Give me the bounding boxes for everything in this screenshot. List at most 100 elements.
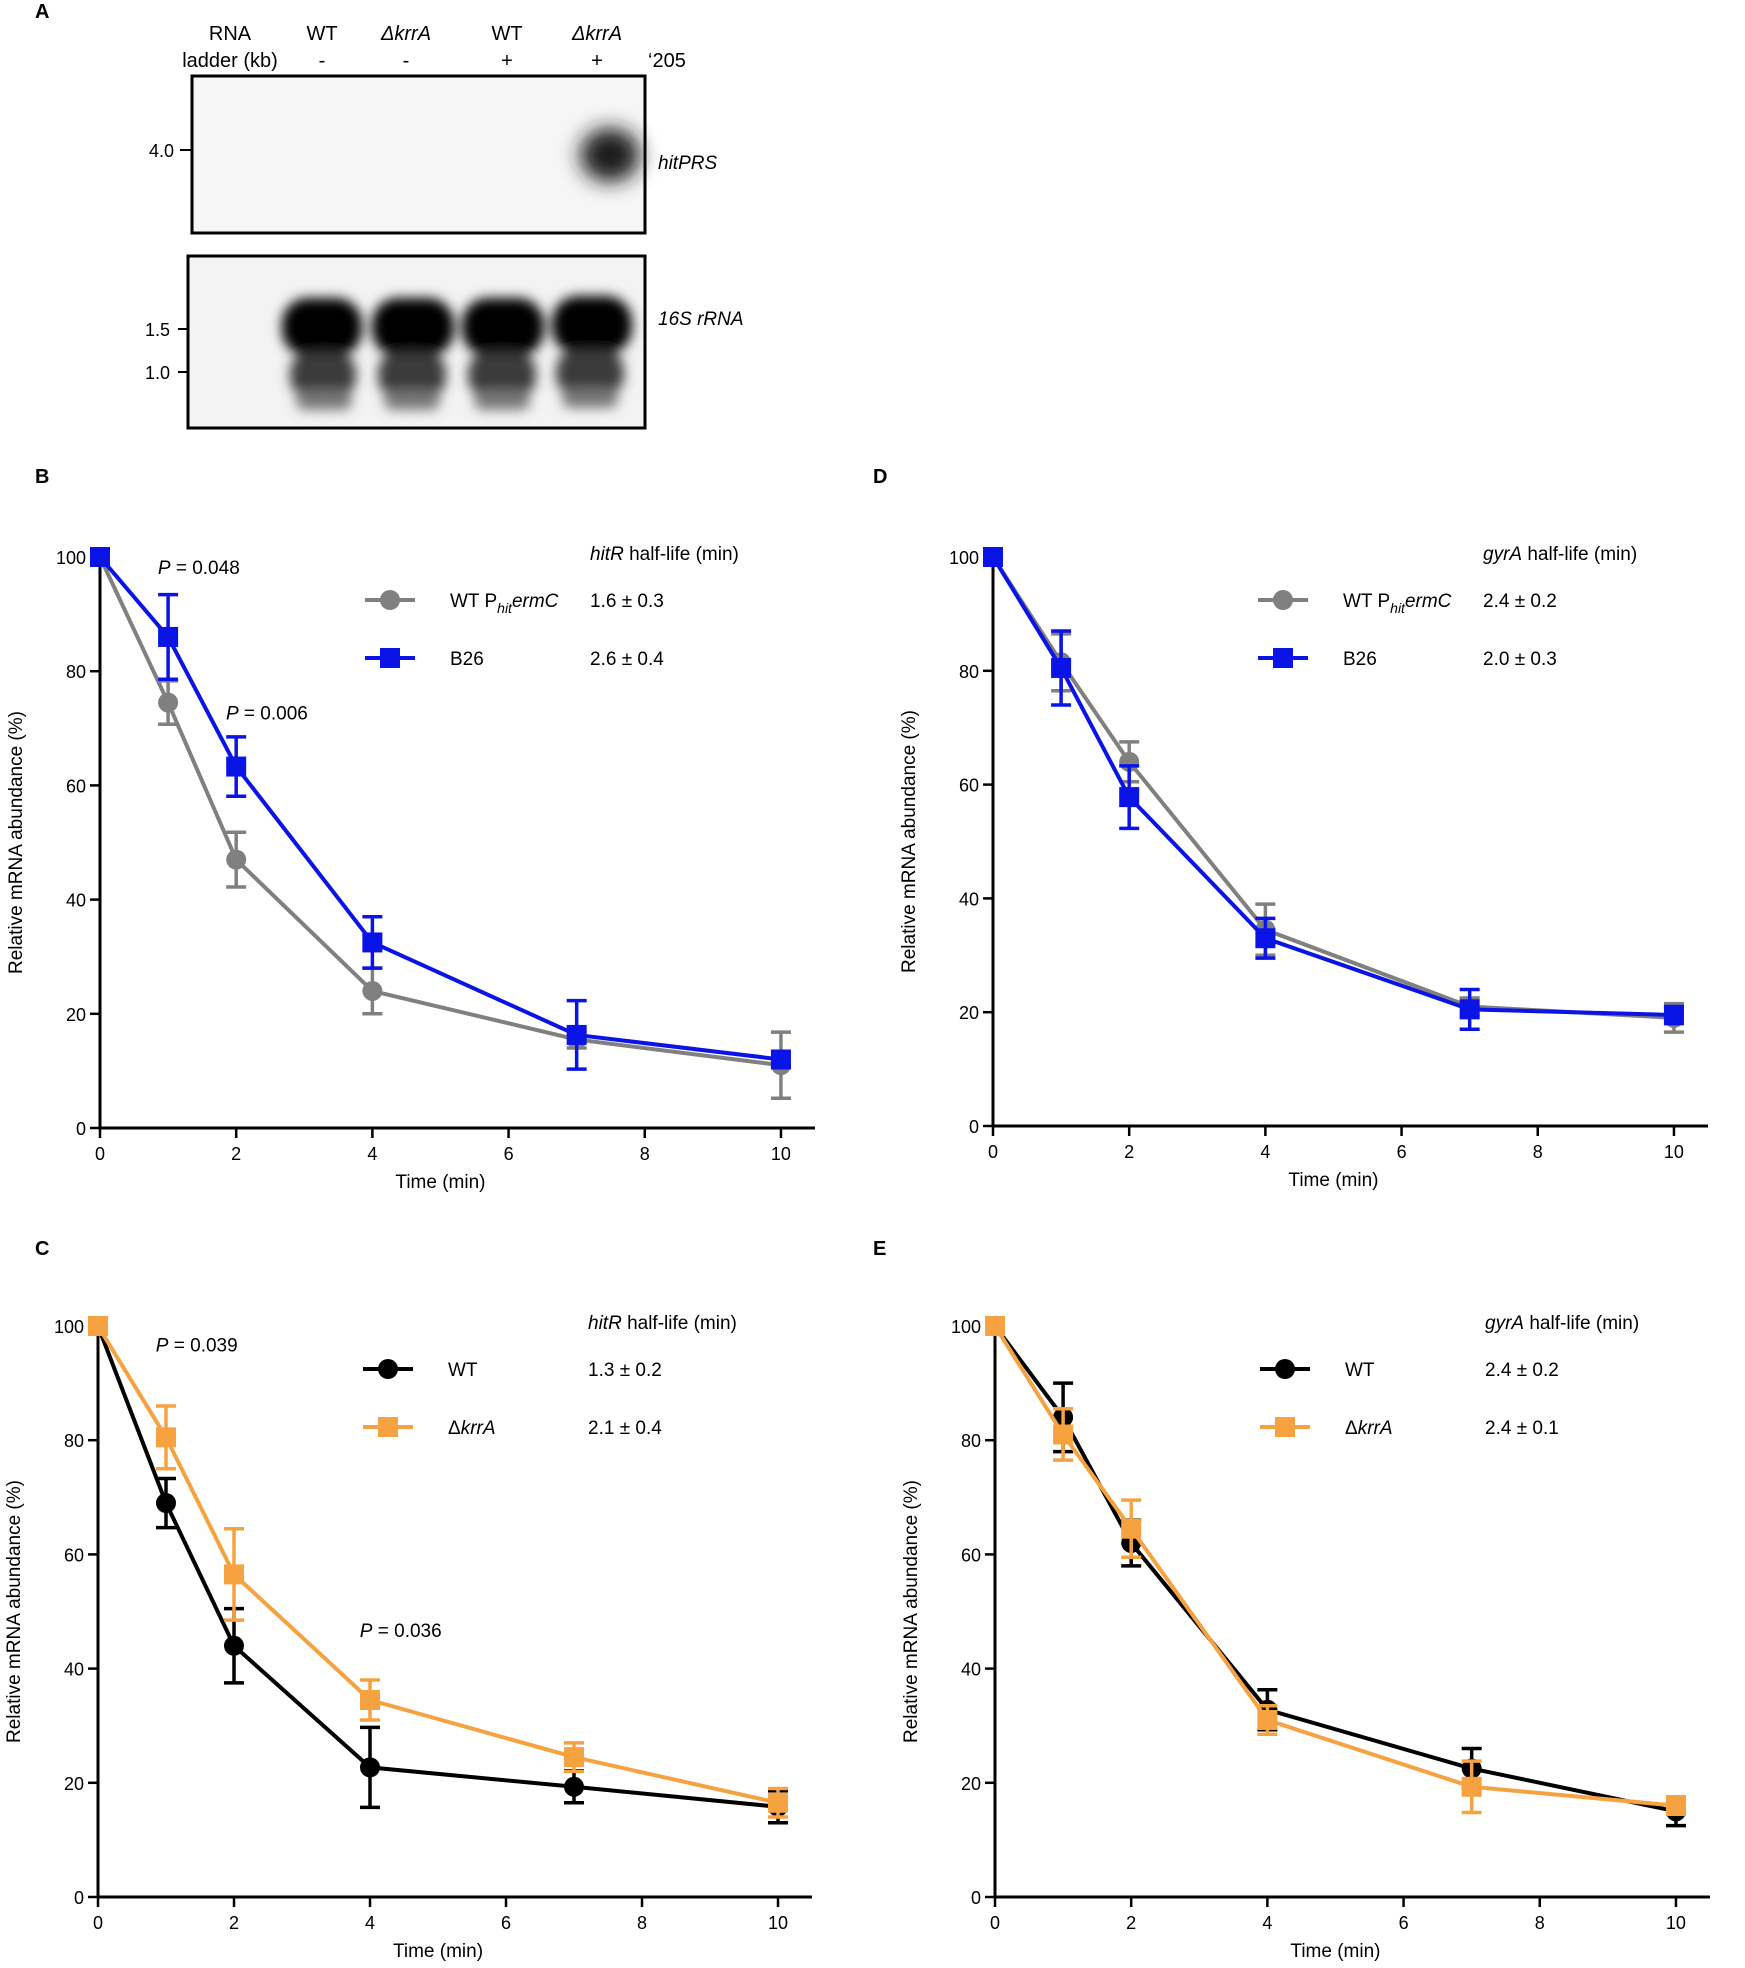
y-tick-label: 80 (959, 662, 979, 682)
data-point (156, 1427, 176, 1448)
legend-marker (1275, 1417, 1295, 1437)
data-point (1665, 1795, 1686, 1816)
band-hitprs (580, 128, 640, 182)
y-tick-label: 40 (64, 1660, 84, 1680)
lane-4-top: WT (491, 23, 522, 45)
y-tick-label: 60 (64, 1545, 84, 1565)
y-tick-label: 40 (66, 891, 86, 911)
series-line (96, 1325, 779, 1809)
data-point (158, 692, 179, 713)
legend-entry-0: WT PhitermC 1.6 ± 0.3 (365, 590, 664, 616)
series-line (993, 1324, 1677, 1814)
lane-5-bottom: + (591, 50, 603, 72)
x-tick-label: 6 (1399, 1913, 1409, 1933)
x-axis-label: Time (min) (1288, 1170, 1378, 1191)
x-tick-label: 8 (640, 1144, 650, 1164)
p-value-annotation: P = 0.006 (226, 704, 308, 725)
x-tick-label: 8 (1533, 1142, 1543, 1162)
data-point (985, 1316, 1005, 1336)
y-axis-label: Relative mRNA abundance (%) (899, 710, 920, 973)
y-tick-label: 100 (949, 548, 979, 568)
data-point (1663, 1005, 1684, 1026)
blot-hitprs (190, 74, 647, 235)
series-0 (90, 547, 791, 1101)
x-tick-label: 4 (1260, 1142, 1270, 1162)
panel-letter-a: A (35, 1, 49, 23)
x-tick-label: 0 (990, 1913, 1000, 1933)
data-point (1459, 999, 1480, 1020)
panel-letter-d: D (873, 466, 887, 488)
lane-3-bottom: - (403, 50, 410, 72)
legend-label: WT PhitermC (1343, 591, 1452, 616)
y-tick-label: 20 (961, 1774, 981, 1794)
series-1 (90, 547, 791, 1071)
legend-title: hitR half-life (min) (590, 544, 739, 565)
legend-entry-0: WT 1.3 ± 0.2 (363, 1359, 662, 1381)
y-axis-label: Relative mRNA abundance (%) (4, 1480, 25, 1743)
data-point (1257, 1709, 1278, 1730)
y-tick-label: 40 (959, 889, 979, 909)
x-tick-label: 2 (1126, 1913, 1136, 1933)
data-point (566, 1024, 587, 1045)
legend-label: B26 (1343, 649, 1377, 670)
legend-halflife: 2.4 ± 0.2 (1483, 591, 1557, 612)
panel-a: A RNA ladder (kb) WT - ΔkrrA - WT + Δkrr… (35, 1, 744, 430)
x-tick-label: 2 (1124, 1142, 1134, 1162)
series-0 (985, 1316, 1686, 1828)
series-line (991, 555, 1675, 1020)
data-point (226, 756, 247, 777)
data-point (1051, 657, 1072, 678)
y-tick-label: 80 (66, 662, 86, 682)
x-tick-label: 4 (365, 1913, 375, 1933)
treatment-label: ‘205 (648, 50, 686, 72)
series-0 (983, 547, 1684, 1034)
data-point (1053, 1424, 1074, 1445)
legend-halflife: 1.3 ± 0.2 (588, 1360, 662, 1381)
data-point (158, 626, 179, 647)
legend-title: gyrA half-life (min) (1485, 1313, 1639, 1334)
x-tick-label: 6 (501, 1913, 511, 1933)
data-point (88, 1316, 108, 1336)
marker-1-0: 1.0 (145, 363, 170, 383)
data-point (360, 1690, 380, 1711)
legend-entry-0: WT 2.4 ± 0.2 (1260, 1359, 1559, 1381)
data-point (983, 547, 1003, 567)
marker-4-0: 4.0 (149, 141, 174, 161)
x-tick-label: 8 (637, 1913, 647, 1933)
y-axis-label: Relative mRNA abundance (%) (901, 1480, 922, 1743)
y-tick-label: 80 (64, 1431, 84, 1451)
data-point (1255, 928, 1276, 949)
y-tick-label: 60 (66, 776, 86, 796)
x-tick-label: 10 (771, 1144, 791, 1164)
y-tick-label: 60 (959, 776, 979, 796)
series-1 (985, 1316, 1686, 1816)
x-tick-label: 2 (231, 1144, 241, 1164)
data-point (360, 1757, 380, 1778)
y-tick-label: 20 (959, 1003, 979, 1023)
legend-label: WT (448, 1360, 478, 1381)
y-tick-label: 20 (64, 1774, 84, 1794)
series-line (991, 555, 1675, 1018)
data-point (362, 932, 383, 953)
x-tick-label: 10 (1666, 1913, 1686, 1933)
legend-halflife: 2.4 ± 0.1 (1485, 1418, 1559, 1439)
data-point (362, 980, 383, 1001)
y-tick-label: 0 (76, 1119, 86, 1139)
y-tick-label: 40 (961, 1660, 981, 1680)
legend-halflife: 2.1 ± 0.4 (588, 1418, 662, 1439)
marker-1-5: 1.5 (145, 320, 170, 340)
data-point (224, 1564, 244, 1585)
legend-marker (378, 1417, 398, 1437)
lane-5-top: ΔkrrA (571, 23, 622, 45)
blot2-label: 16S rRNA (658, 309, 744, 330)
legend-title: hitR half-life (min) (588, 1313, 737, 1334)
lane-1-bottom: ladder (kb) (182, 50, 278, 72)
data-point (224, 1635, 244, 1656)
data-point (1121, 1518, 1142, 1539)
y-tick-label: 0 (74, 1888, 84, 1908)
y-tick-label: 60 (961, 1545, 981, 1565)
data-point (564, 1776, 584, 1797)
series-line (993, 1324, 1677, 1808)
legend-entry-1: B26 2.0 ± 0.3 (1258, 648, 1557, 670)
